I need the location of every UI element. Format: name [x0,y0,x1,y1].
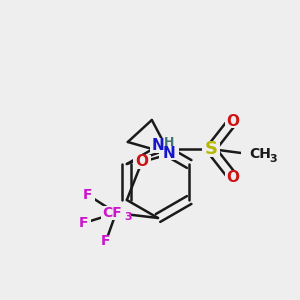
Text: O: O [135,154,148,169]
Text: 3: 3 [269,154,276,164]
Text: H: H [164,136,174,148]
Bar [101,206,131,220]
Bar [81,189,95,201]
Bar [133,155,151,169]
Bar [202,141,220,157]
Bar [150,139,166,153]
Text: N: N [162,146,175,161]
Bar [241,147,273,161]
Text: 3: 3 [124,212,132,222]
Bar [77,217,91,229]
Text: O: O [226,113,239,128]
Text: N: N [152,139,164,154]
Bar [225,115,241,128]
Text: CF: CF [102,206,122,220]
Text: F: F [79,216,89,230]
Text: O: O [226,169,239,184]
Text: S: S [204,140,217,158]
Bar [225,170,241,184]
Text: F: F [101,234,111,248]
Bar [99,235,113,247]
Bar [159,138,179,160]
Text: CH: CH [249,147,271,161]
Text: F: F [83,188,93,202]
